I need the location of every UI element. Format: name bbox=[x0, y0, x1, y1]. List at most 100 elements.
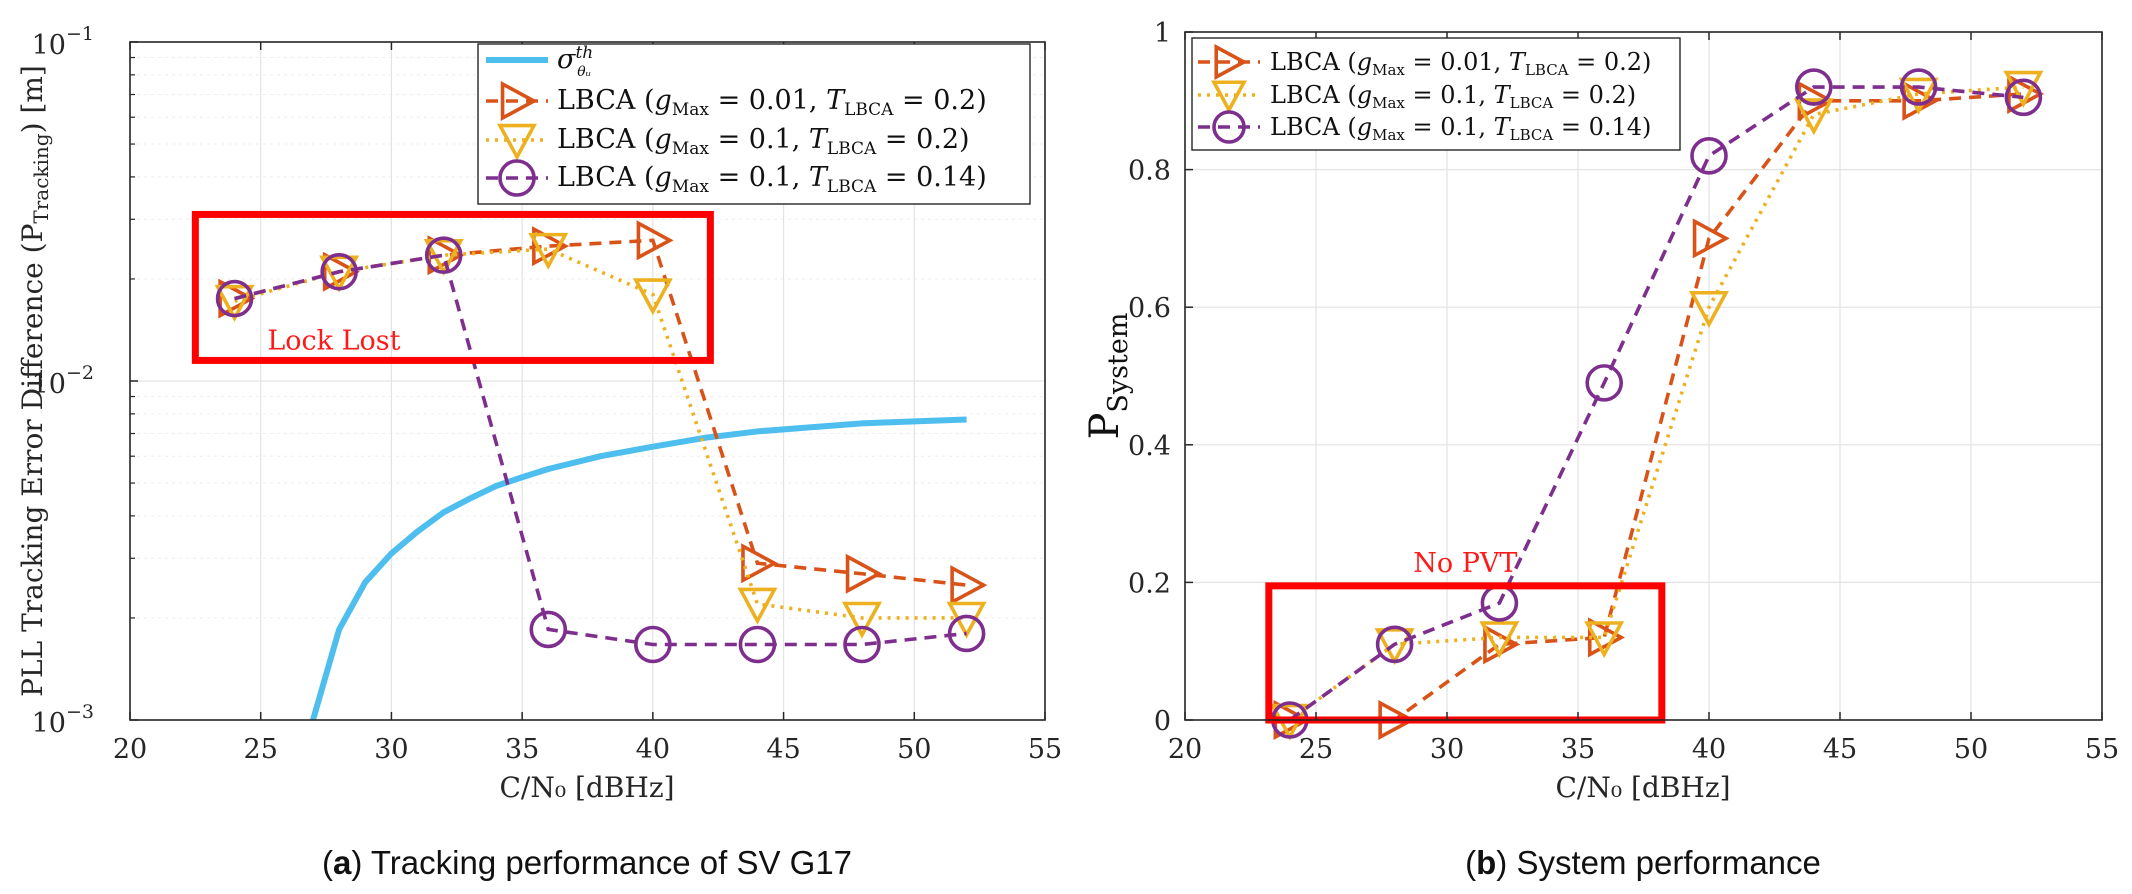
series-b bbox=[1269, 68, 2045, 741]
series-3-point bbox=[215, 279, 254, 318]
caption-b-text: System performance bbox=[1516, 844, 1820, 881]
legend-a2-pre: LBCA ( bbox=[557, 124, 655, 155]
y-axis-label-a-main: PLL Tracking Error Difference (P bbox=[16, 224, 49, 697]
caption-a: (a) Tracking performance of SV G17 bbox=[322, 844, 852, 881]
threshold-curve-a bbox=[310, 416, 967, 720]
y-tick-label: 0.2 bbox=[1128, 568, 1171, 599]
series-1-point bbox=[322, 251, 360, 292]
y-axis-label-a-end: ) [m] bbox=[16, 65, 49, 133]
legend-a2-gsub: Max bbox=[672, 139, 710, 159]
legend-b1-g: g bbox=[1357, 48, 1372, 76]
legend-a: σth θᵤ LBCA (gMax = 0.01, TLBCA = 0.2) LB… bbox=[477, 43, 1031, 205]
series-3-point bbox=[634, 625, 672, 664]
series-3-point bbox=[320, 252, 358, 291]
series-2-point bbox=[1479, 621, 1520, 659]
legend-a3-gsub: Max bbox=[672, 177, 710, 197]
y-tick-label: 0 bbox=[1154, 706, 1171, 737]
legend-a3-tsub: LBCA bbox=[827, 177, 877, 197]
legend-a2-g: g bbox=[655, 124, 672, 155]
series-3-point bbox=[2004, 78, 2043, 117]
x-axis-label-a: C/N₀ [dBHz] bbox=[500, 771, 675, 804]
legend-b3-tsub: LBCA bbox=[1510, 126, 1554, 144]
y-ticks-b: 0 0.2 0.4 0.6 0.8 1 bbox=[1128, 18, 1193, 737]
series-1-point bbox=[532, 226, 570, 267]
legend-b1-tval: = 0.2) bbox=[1569, 48, 1652, 76]
x-tick-label: 55 bbox=[2085, 734, 2119, 765]
caption-b: (b) System performance bbox=[1465, 844, 1821, 881]
series-1-point bbox=[218, 278, 256, 319]
legend-b: LBCA (gMax = 0.01, TLBCA = 0.2) LBCA (gM… bbox=[1191, 37, 1681, 151]
series-3-point bbox=[1690, 137, 1728, 175]
legend-b2-g: g bbox=[1357, 81, 1372, 109]
y-axis-label-b-sub: System bbox=[1103, 313, 1134, 413]
x-ticks-b: 20 25 30 35 40 45 50 55 bbox=[1168, 32, 2119, 765]
axes-box-b bbox=[1184, 31, 2103, 721]
legend-samples-b bbox=[1198, 43, 1260, 144]
series-2-point bbox=[1898, 77, 1939, 115]
legend-a3-tval: = 0.14) bbox=[876, 162, 986, 193]
y-tick-label: 0.6 bbox=[1128, 293, 1171, 324]
x-tick-label: 20 bbox=[1168, 734, 1202, 765]
series-3-point bbox=[843, 625, 881, 664]
lock-lost-rect bbox=[191, 210, 714, 364]
y-ticks-a: 10−3 10−2 10−1 bbox=[32, 23, 138, 739]
legend-a1-gval: = 0.01, bbox=[709, 85, 826, 116]
legend-a3-t: T bbox=[809, 162, 829, 193]
legend-b2-gval: = 0.1, bbox=[1405, 81, 1494, 109]
x-tick-label: 30 bbox=[374, 734, 408, 765]
legend-box-a bbox=[477, 43, 1031, 205]
panel-a: Lock Lost 20 25 30 35 40 45 50 55 10−310−210−1 … bbox=[16, 23, 1062, 881]
panel-b: No PVT 20 25 30 35 40 45 50 55 0 0.2 0.4 0.6 0.8 1 C… bbox=[1082, 18, 2119, 881]
y-axis-label-b-base: P bbox=[1082, 413, 1128, 440]
legend-sample-marker bbox=[500, 80, 538, 122]
y-tick-label: 10−3 bbox=[32, 701, 94, 739]
series-line-1 bbox=[1289, 92, 2024, 722]
series-2-point bbox=[1688, 290, 1730, 328]
series-3-point bbox=[424, 236, 463, 275]
legend-b2-tval: = 0.2) bbox=[1553, 81, 1636, 109]
x-tick-label: 40 bbox=[1692, 734, 1726, 765]
series-1-point bbox=[741, 543, 779, 584]
legend-sample-marker bbox=[1210, 80, 1248, 114]
legend-b1-t: T bbox=[1509, 48, 1527, 76]
x-tick-label: 35 bbox=[505, 734, 539, 765]
x-tick-label: 25 bbox=[1299, 734, 1333, 765]
threshold-line bbox=[310, 416, 967, 720]
series-3-point bbox=[1585, 364, 1623, 402]
y-tick-label: 10−2 bbox=[32, 362, 94, 400]
legend-a-series-1: LBCA (gMax = 0.01, TLBCA = 0.2) bbox=[557, 85, 987, 120]
x-tick-label: 30 bbox=[1430, 734, 1464, 765]
legend-a3-pre: LBCA ( bbox=[557, 162, 655, 193]
legend-a-threshold-base: σ bbox=[557, 44, 577, 75]
y-tick-label: 10−1 bbox=[32, 23, 94, 61]
caption-b-letter: b bbox=[1476, 844, 1496, 881]
series-3-point bbox=[738, 625, 777, 664]
x-tick-label: 20 bbox=[113, 734, 147, 765]
legend-b2-t: T bbox=[1494, 81, 1512, 109]
legend-box-b bbox=[1191, 37, 1681, 151]
series-2-point bbox=[737, 587, 778, 625]
caption-a-letter: a bbox=[333, 844, 352, 881]
legend-a2-tsub: LBCA bbox=[827, 139, 877, 159]
series-3-point bbox=[1375, 625, 1414, 664]
x-tick-label: 35 bbox=[1561, 734, 1595, 765]
series-3-point bbox=[529, 610, 568, 649]
series-3-point bbox=[1899, 68, 1938, 106]
legend-b2-gsub: Max bbox=[1372, 94, 1405, 112]
x-tick-label: 25 bbox=[244, 734, 278, 765]
y-axis-label-a: PLL Tracking Error Difference (PTracking… bbox=[16, 65, 53, 697]
legend-b3-g: g bbox=[1357, 113, 1372, 141]
series-2-point bbox=[214, 284, 255, 322]
series-2-point bbox=[319, 255, 360, 293]
series-2-point bbox=[1793, 98, 1834, 136]
legend-b3-pre: LBCA ( bbox=[1270, 113, 1357, 141]
series-1-point bbox=[845, 553, 883, 594]
no-pvt-label: No PVT bbox=[1413, 548, 1517, 579]
legend-b3-t: T bbox=[1494, 113, 1512, 141]
lock-lost-label: Lock Lost bbox=[267, 325, 400, 356]
legend-sample-marker bbox=[1214, 43, 1248, 81]
series-2-point bbox=[1584, 621, 1625, 659]
series-2-point bbox=[841, 601, 883, 639]
legend-b1-tsub: LBCA bbox=[1525, 61, 1569, 79]
legend-a3-gval: = 0.1, bbox=[709, 162, 809, 193]
